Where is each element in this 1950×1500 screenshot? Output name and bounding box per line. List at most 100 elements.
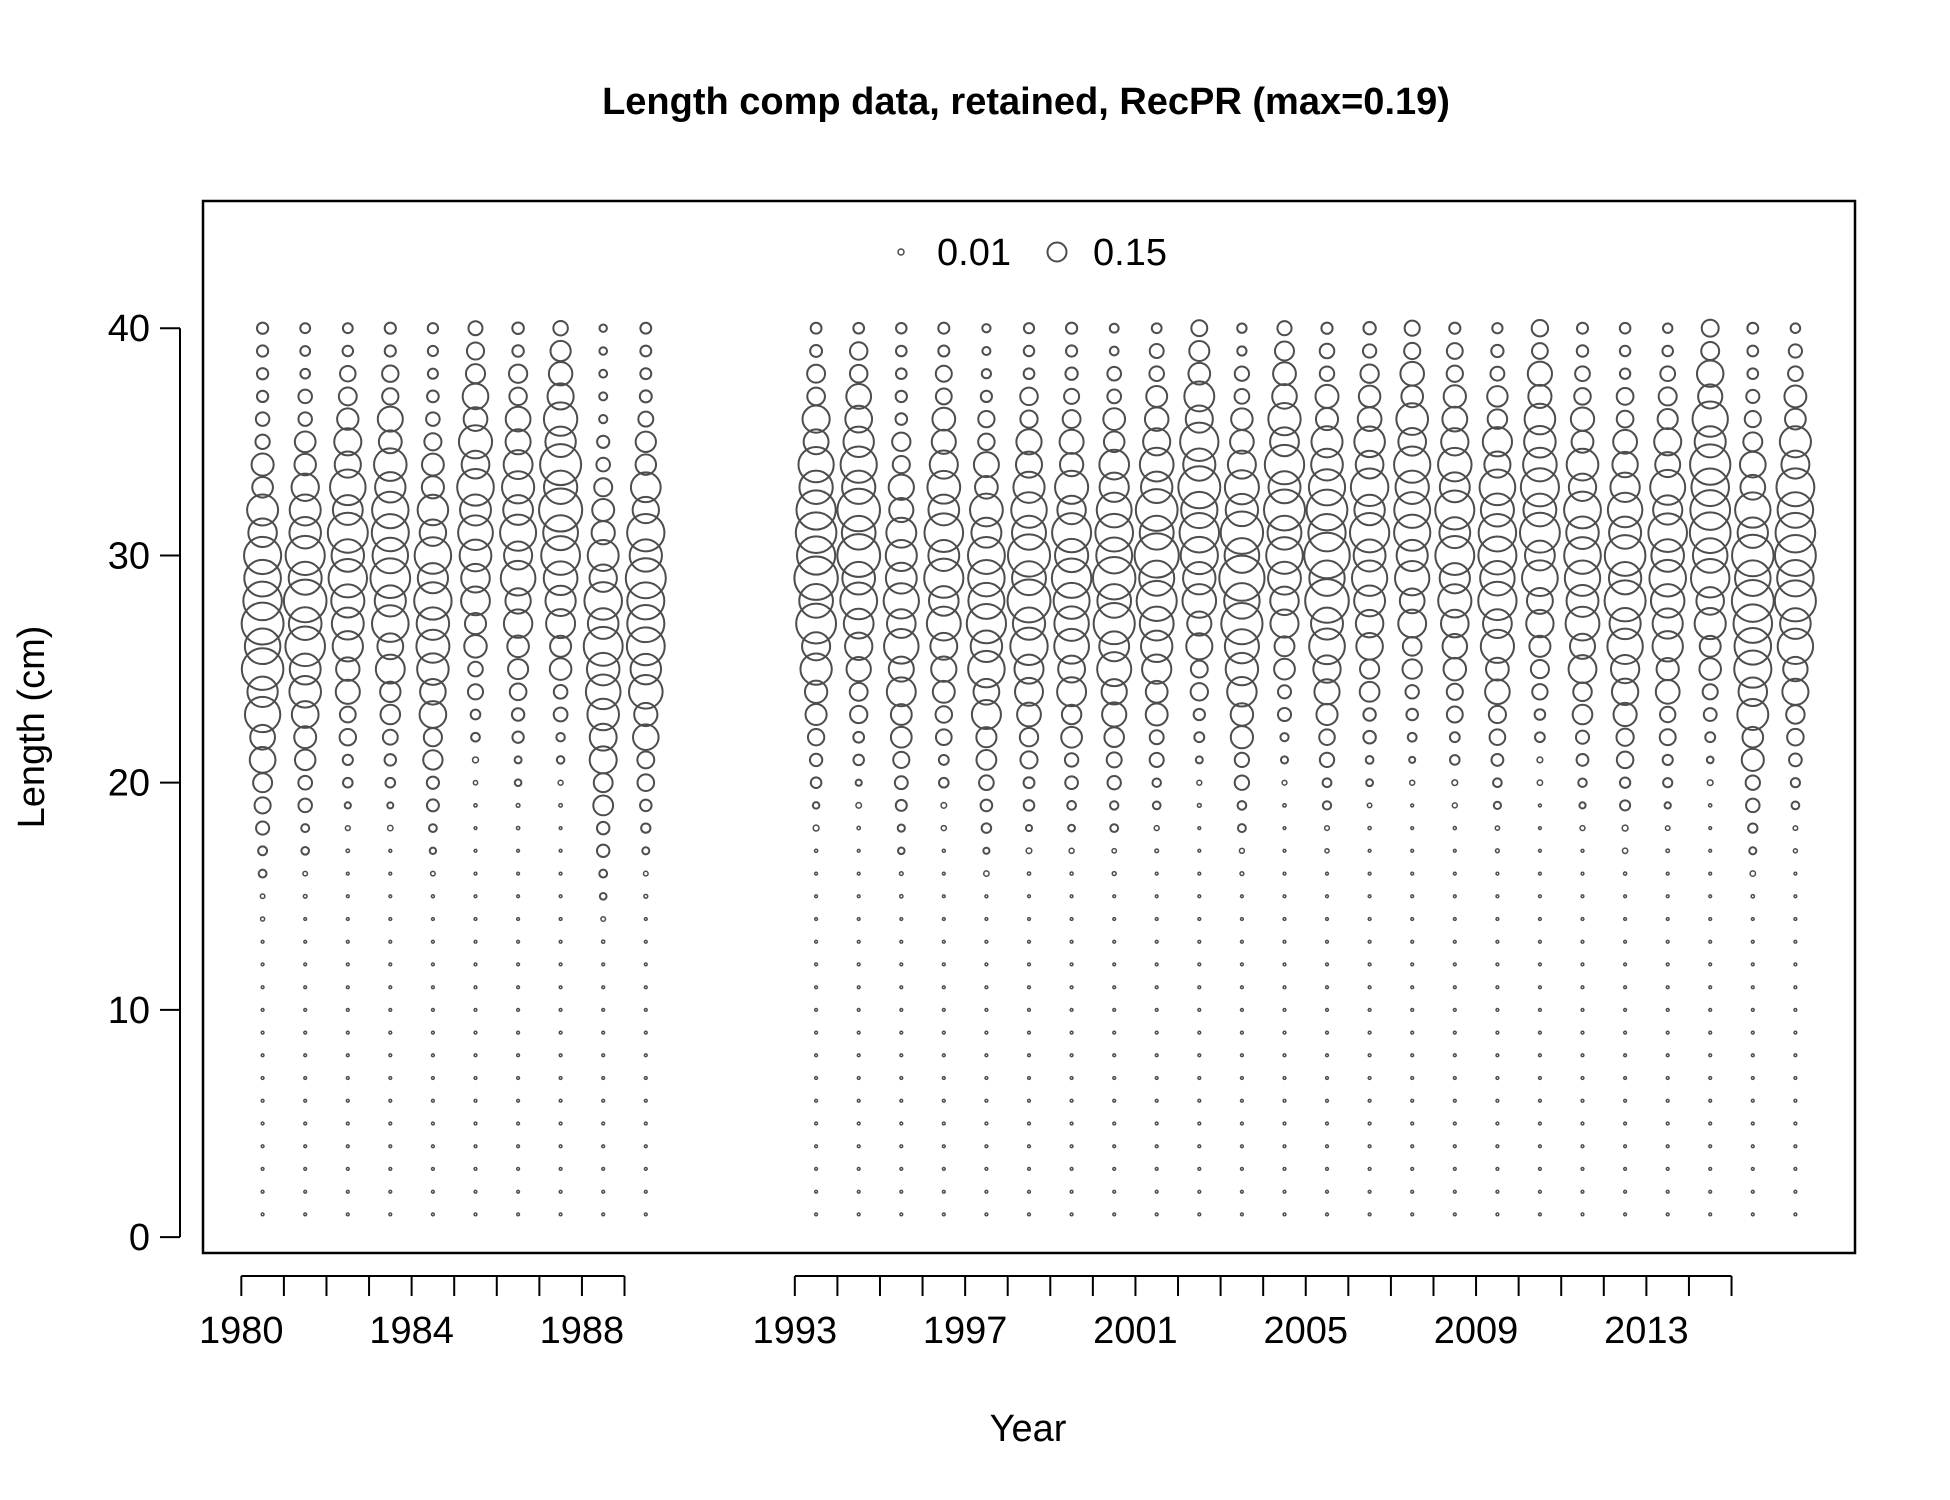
data-bubble — [302, 893, 308, 899]
data-bubble — [1224, 651, 1260, 687]
data-bubble — [1744, 774, 1761, 791]
data-bubble — [593, 477, 614, 498]
data-bubble — [1452, 1189, 1457, 1194]
data-bubble — [1324, 847, 1330, 854]
data-bubble — [1362, 321, 1377, 336]
data-bubble — [969, 629, 1004, 664]
data-bubble — [1358, 680, 1381, 703]
data-bubble — [297, 797, 313, 814]
data-bubble — [1609, 653, 1641, 685]
data-bubble — [1479, 559, 1516, 597]
data-bubble — [1154, 1098, 1159, 1103]
data-bubble — [303, 1212, 308, 1217]
data-bubble — [1622, 1075, 1628, 1081]
data-bubble — [293, 430, 317, 454]
data-bubble — [1495, 1189, 1500, 1194]
data-bubble — [899, 962, 904, 967]
data-bubble — [1793, 1189, 1798, 1194]
data-bubble — [1750, 1121, 1755, 1126]
data-bubble — [798, 469, 834, 505]
data-bubble — [303, 1121, 308, 1126]
data-bubble — [1112, 1121, 1117, 1126]
data-bubble — [1095, 491, 1133, 529]
data-bubble — [558, 825, 563, 831]
data-bubble — [1303, 531, 1351, 580]
data-bubble — [303, 1030, 308, 1035]
data-bubble — [1622, 1212, 1628, 1217]
data-bubble — [975, 749, 998, 771]
data-bubble — [1393, 513, 1432, 552]
data-bubble — [1350, 559, 1389, 597]
data-bubble — [1449, 754, 1461, 766]
data-bubble — [257, 845, 269, 857]
data-bubble — [1308, 627, 1346, 666]
data-bubble — [984, 1166, 989, 1172]
data-bubble — [634, 430, 657, 453]
data-bubble — [934, 387, 953, 406]
data-bubble — [1572, 681, 1593, 703]
data-bubble — [1226, 449, 1257, 480]
data-bubble — [1403, 319, 1421, 337]
legend: 0.01 0.15 — [897, 232, 1167, 274]
data-bubble — [1134, 488, 1179, 532]
data-bubble — [507, 363, 529, 384]
data-bubble — [1580, 1075, 1585, 1081]
data-bubble — [1452, 985, 1457, 990]
data-bubble — [1793, 1144, 1798, 1149]
data-bubble — [980, 368, 992, 380]
data-bubble — [1190, 319, 1209, 338]
data-bubble — [388, 1075, 393, 1081]
data-bubble — [966, 536, 1006, 575]
data-bubble — [558, 1189, 563, 1194]
data-bubble — [1708, 1098, 1713, 1103]
data-bubble — [1580, 1007, 1585, 1013]
data-bubble — [1324, 1053, 1330, 1058]
data-bubble — [1282, 1121, 1287, 1126]
data-bubble — [1452, 825, 1458, 831]
data-bubble — [243, 627, 282, 666]
data-bubble — [473, 1121, 478, 1126]
data-bubble — [1367, 962, 1372, 967]
data-bubble — [856, 1075, 861, 1081]
data-bubble — [1053, 627, 1090, 665]
data-bubble — [515, 1007, 521, 1013]
data-bubble — [345, 894, 350, 899]
data-bubble — [1271, 383, 1298, 410]
data-bubble — [473, 962, 478, 967]
data-bubble — [1367, 825, 1372, 831]
data-bubble — [1708, 894, 1713, 899]
data-bubble — [808, 752, 824, 768]
data-bubble — [1495, 1075, 1500, 1081]
data-bubble — [1197, 985, 1202, 990]
data-bubble — [856, 916, 861, 922]
data-bubble — [388, 985, 393, 990]
data-bubble — [643, 962, 648, 967]
data-bubble — [511, 730, 525, 744]
data-bubble — [1522, 446, 1558, 483]
data-bubble — [1367, 1212, 1372, 1217]
data-bubble — [1793, 939, 1798, 944]
data-bubble — [1051, 512, 1093, 554]
data-bubble — [287, 606, 323, 641]
data-bubble — [1233, 365, 1251, 382]
data-bubble — [813, 1098, 819, 1103]
data-bubble — [425, 798, 440, 813]
data-bubble — [1100, 678, 1128, 706]
data-bubble — [1615, 750, 1635, 770]
data-bubble — [1367, 1030, 1372, 1035]
data-bubble — [809, 344, 824, 358]
data-bubble — [1612, 428, 1639, 455]
data-bubble — [984, 1189, 989, 1194]
legend-small-label: 0.01 — [937, 232, 1011, 274]
data-bubble — [1112, 962, 1117, 967]
data-bubble — [1236, 800, 1248, 811]
data-bubble — [1708, 1189, 1713, 1194]
data-bubble — [1026, 1030, 1032, 1035]
data-bubble — [473, 803, 478, 808]
data-bubble — [419, 678, 447, 706]
data-bubble — [413, 536, 453, 575]
data-bubble — [259, 916, 266, 922]
data-bubble — [345, 1075, 350, 1081]
data-bubble — [1069, 1053, 1074, 1058]
data-bubble — [1662, 777, 1674, 789]
